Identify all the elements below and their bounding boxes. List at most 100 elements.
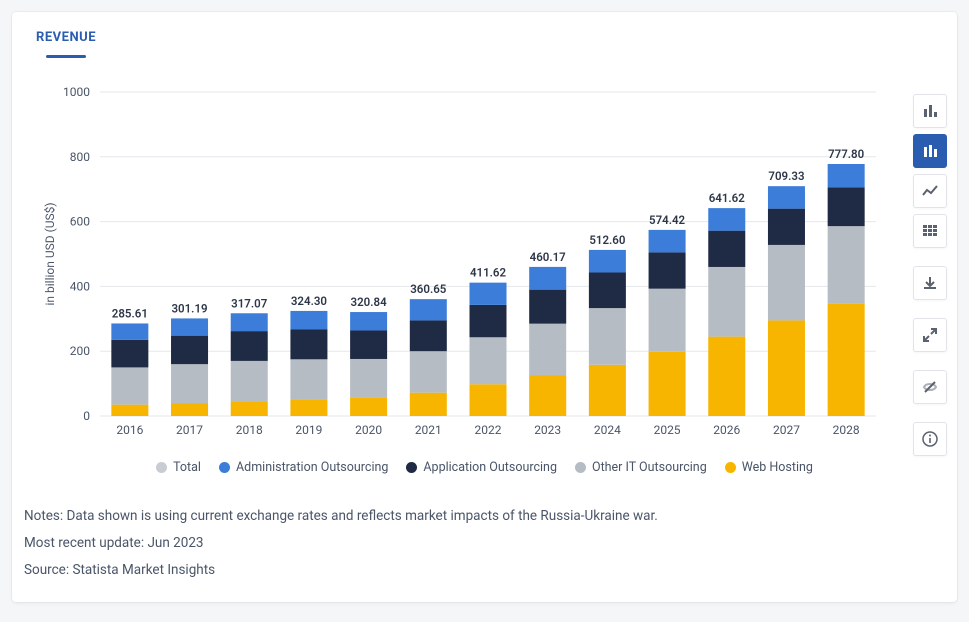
x-tick-label: 2023 <box>534 423 561 437</box>
bar-segment-other_it[interactable] <box>589 308 626 365</box>
legend-item-application[interactable]: Application Outsourcing <box>406 460 557 475</box>
bar-segment-other_it[interactable] <box>111 367 148 404</box>
bar-segment-application[interactable] <box>768 209 805 245</box>
bar-segment-application[interactable] <box>828 187 865 226</box>
legend-label: Application Outsourcing <box>423 460 557 475</box>
bar-total-label: 360.65 <box>410 282 447 296</box>
bar-segment-web_hosting[interactable] <box>469 384 506 416</box>
bar-segment-web_hosting[interactable] <box>828 303 865 416</box>
bar-segment-web_hosting[interactable] <box>649 352 686 416</box>
bar-segment-administration[interactable] <box>231 313 268 331</box>
legend-item-total[interactable]: Total <box>156 460 201 475</box>
y-axis-label: in billion USD (US$) <box>43 202 57 305</box>
bar-segment-application[interactable] <box>589 272 626 308</box>
bar-segment-application[interactable] <box>111 340 148 368</box>
bar-segment-web_hosting[interactable] <box>529 376 566 417</box>
bar-segment-web_hosting[interactable] <box>111 405 148 416</box>
bar-segment-administration[interactable] <box>469 283 506 305</box>
chart-legend: Total Administration Outsourcing Applicati… <box>12 452 957 493</box>
chart-region: 02004006008001000in billion USD (US$)285… <box>12 58 957 452</box>
legend-label: Other IT Outsourcing <box>592 460 707 475</box>
svg-text:1000: 1000 <box>63 85 90 99</box>
bar-segment-application[interactable] <box>469 305 506 337</box>
bar-segment-web_hosting[interactable] <box>231 401 268 416</box>
bar-total-label: 460.17 <box>530 250 567 264</box>
hide-icon[interactable] <box>913 370 947 404</box>
bar-segment-web_hosting[interactable] <box>171 403 208 416</box>
bar-segment-application[interactable] <box>649 252 686 288</box>
notes-line-3: Source: Statista Market Insights <box>24 557 945 584</box>
legend-label: Total <box>173 460 201 475</box>
bar-segment-application[interactable] <box>529 290 566 324</box>
legend-swatch <box>575 462 586 473</box>
bar-segment-administration[interactable] <box>290 311 327 330</box>
bar-total-label: 317.07 <box>231 296 268 310</box>
bar-total-label: 574.42 <box>649 213 686 227</box>
bar-segment-application[interactable] <box>708 231 745 267</box>
x-tick-label: 2020 <box>355 423 382 437</box>
x-tick-label: 2024 <box>594 423 621 437</box>
bar-chart-icon[interactable] <box>913 94 947 128</box>
svg-text:200: 200 <box>70 344 90 358</box>
bar-segment-administration[interactable] <box>529 267 566 290</box>
tab-revenue[interactable]: REVENUE <box>36 30 96 57</box>
table-icon[interactable] <box>913 214 947 248</box>
tab-bar: REVENUE <box>12 12 957 58</box>
bar-segment-web_hosting[interactable] <box>768 320 805 416</box>
bar-total-label: 777.80 <box>828 147 864 161</box>
expand-icon[interactable] <box>913 318 947 352</box>
bar-segment-application[interactable] <box>350 330 387 359</box>
info-icon[interactable] <box>913 422 947 456</box>
svg-text:400: 400 <box>70 279 90 293</box>
stacked-bar-icon[interactable] <box>913 134 947 168</box>
x-tick-label: 2018 <box>236 423 263 437</box>
legend-swatch <box>219 462 230 473</box>
chart-notes: Notes: Data shown is using current excha… <box>12 493 957 602</box>
bar-segment-web_hosting[interactable] <box>350 397 387 416</box>
bar-segment-administration[interactable] <box>350 312 387 330</box>
bar-segment-other_it[interactable] <box>231 361 268 402</box>
bar-segment-administration[interactable] <box>649 230 686 252</box>
x-tick-label: 2019 <box>295 423 322 437</box>
bar-segment-other_it[interactable] <box>469 337 506 384</box>
bar-segment-other_it[interactable] <box>649 289 686 352</box>
bar-segment-web_hosting[interactable] <box>410 393 447 416</box>
legend-item-web_hosting[interactable]: Web Hosting <box>725 460 813 475</box>
bar-segment-administration[interactable] <box>171 318 208 335</box>
legend-item-other_it[interactable]: Other IT Outsourcing <box>575 460 707 475</box>
bar-segment-other_it[interactable] <box>171 364 208 403</box>
bar-segment-administration[interactable] <box>111 323 148 339</box>
svg-text:600: 600 <box>70 215 90 229</box>
bar-segment-application[interactable] <box>410 320 447 351</box>
download-icon[interactable] <box>913 266 947 300</box>
notes-line-2: Most recent update: Jun 2023 <box>24 530 945 557</box>
bar-segment-application[interactable] <box>231 331 268 361</box>
legend-item-administration[interactable]: Administration Outsourcing <box>219 460 388 475</box>
bar-total-label: 301.19 <box>171 301 207 315</box>
legend-swatch <box>156 462 167 473</box>
bar-segment-administration[interactable] <box>410 299 447 320</box>
legend-label: Administration Outsourcing <box>236 460 388 475</box>
legend-swatch <box>725 462 736 473</box>
legend-swatch <box>406 462 417 473</box>
bar-segment-other_it[interactable] <box>410 351 447 392</box>
x-tick-label: 2025 <box>654 423 681 437</box>
bar-segment-application[interactable] <box>290 329 327 359</box>
bar-segment-administration[interactable] <box>708 208 745 231</box>
bar-total-label: 285.61 <box>112 306 148 320</box>
bar-segment-other_it[interactable] <box>708 267 745 337</box>
bar-segment-web_hosting[interactable] <box>589 365 626 416</box>
line-chart-icon[interactable] <box>913 174 947 208</box>
bar-segment-administration[interactable] <box>828 164 865 187</box>
bar-segment-web_hosting[interactable] <box>708 337 745 416</box>
bar-segment-administration[interactable] <box>768 186 805 208</box>
bar-segment-other_it[interactable] <box>350 359 387 397</box>
bar-segment-administration[interactable] <box>589 250 626 273</box>
bar-segment-other_it[interactable] <box>768 245 805 320</box>
bar-total-label: 709.33 <box>768 169 804 183</box>
bar-segment-other_it[interactable] <box>290 359 327 399</box>
bar-segment-web_hosting[interactable] <box>290 399 327 416</box>
bar-segment-application[interactable] <box>171 336 208 365</box>
bar-segment-other_it[interactable] <box>529 324 566 376</box>
bar-segment-other_it[interactable] <box>828 226 865 303</box>
